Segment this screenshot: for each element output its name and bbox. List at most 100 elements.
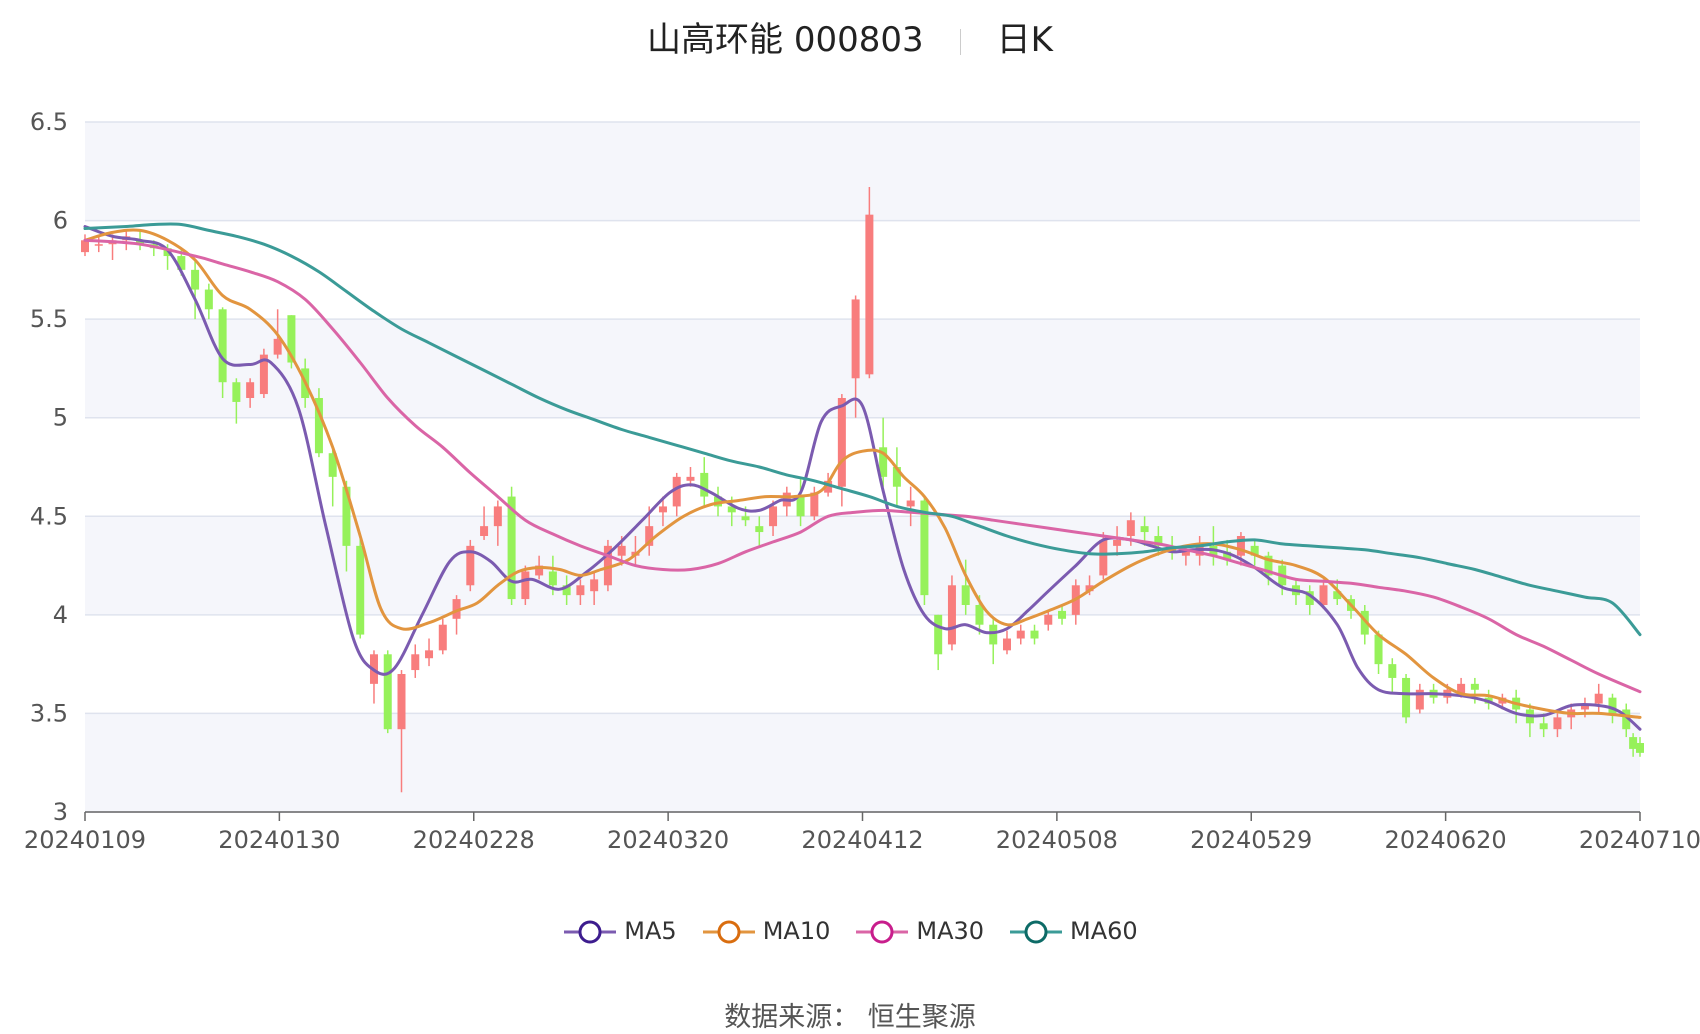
candle-body (672, 476, 681, 507)
candle-body (1030, 630, 1039, 639)
candle-body (796, 496, 805, 517)
candle-body (1580, 703, 1589, 710)
candle-body (824, 480, 833, 493)
candle-body (562, 585, 571, 596)
candle-body (645, 526, 654, 546)
candle-body (920, 500, 929, 596)
candlestick-chart: 3 3.5 4 4.5 5 5.5 6 6.5 20240109 20240130 2024022… (24, 108, 1700, 854)
candle-body (1636, 743, 1644, 753)
legend-marker-icon (856, 920, 909, 944)
candle-body (314, 398, 323, 454)
candle-body (603, 545, 612, 586)
candle-body (342, 486, 351, 546)
candle-body (1594, 693, 1603, 704)
title-separator (959, 28, 961, 55)
candle-body (425, 650, 434, 659)
candle-body (1553, 717, 1562, 730)
candle-body (961, 585, 970, 605)
ma-line-ma5 (83, 225, 1642, 731)
candle-body (1085, 585, 1094, 592)
candle-body (383, 654, 392, 730)
candle-body (1319, 585, 1328, 605)
legend-item-ma60[interactable]: MA60 (1008, 917, 1138, 946)
candle-body (191, 269, 200, 290)
legend-marker-icon (702, 920, 755, 944)
grid-band (85, 516, 1640, 615)
legend-circle (870, 920, 894, 944)
ma-line-ma10 (83, 228, 1642, 719)
candle-body (851, 299, 860, 379)
x-tick-label: 20240228 (413, 826, 535, 854)
candle-body (590, 579, 599, 592)
candle-body (1629, 737, 1638, 749)
candle-body (411, 654, 420, 671)
candle-body (810, 492, 819, 517)
candle-body (1154, 536, 1163, 546)
y-tick-label: 4.5 (30, 502, 68, 530)
x-tick-label: 20240109 (24, 826, 146, 854)
candle-body (686, 476, 695, 481)
candle-body (1470, 683, 1479, 690)
candle-body (287, 315, 296, 363)
candle-body (769, 506, 778, 527)
candle-body (617, 545, 626, 556)
legend-item-ma5[interactable]: MA5 (562, 917, 677, 946)
legend-item-ma10[interactable]: MA10 (701, 917, 831, 946)
y-tick-label: 5 (53, 404, 68, 432)
candle-body (1223, 551, 1232, 560)
x-tick-label: 20240529 (1190, 826, 1312, 854)
legend-marker-icon (1010, 920, 1063, 944)
candle-body (658, 506, 667, 513)
candle-body (1539, 723, 1548, 730)
candle-body (975, 605, 984, 625)
candle-body (259, 354, 268, 395)
ma-line-ma30 (83, 238, 1642, 694)
candle-body (1044, 614, 1053, 625)
candle-body (136, 240, 145, 245)
candle-body (397, 674, 406, 730)
candle-body (837, 398, 846, 487)
ma-line-ma60 (83, 222, 1642, 637)
x-tick-label: 20240710 (1579, 826, 1700, 854)
candle-body (1622, 709, 1631, 730)
candle-body (246, 382, 255, 398)
y-tick-label: 6 (53, 207, 68, 235)
candle-body (934, 614, 943, 655)
legend-label: MA30 (916, 917, 985, 945)
candle-body (1113, 539, 1122, 546)
candle-body (535, 565, 544, 576)
legend-marker-icon (564, 920, 617, 944)
candle-body (493, 506, 502, 527)
ma-lines (83, 222, 1642, 731)
candle-body (1236, 536, 1245, 556)
candle-body (755, 526, 764, 533)
candle-body (1388, 664, 1397, 678)
legend-circle (1024, 920, 1048, 944)
x-tick-label: 20240320 (607, 826, 729, 854)
legend-item-ma30[interactable]: MA30 (854, 917, 984, 946)
candle-body (1360, 610, 1369, 635)
candle-body (1264, 555, 1273, 576)
legend: MA5 MA10 MA30 MA60 (0, 917, 1700, 946)
legend-label: MA10 (762, 917, 831, 945)
candle-body (1002, 638, 1011, 651)
legend-circle (717, 920, 741, 944)
candle-body (700, 472, 709, 497)
grid-bands (85, 122, 1640, 812)
grid-band (85, 713, 1640, 812)
x-tick-label: 20240130 (218, 826, 340, 854)
candle-body (989, 624, 998, 645)
candle-body (1181, 551, 1190, 556)
candle-body (1402, 677, 1411, 718)
candle-body (1457, 683, 1466, 694)
candle-body (328, 453, 337, 477)
candle-body (1140, 526, 1149, 533)
candle-body (865, 214, 874, 375)
candle-body (576, 585, 585, 596)
y-axis: 3 3.5 4 4.5 5 5.5 6 6.5 (30, 108, 68, 826)
x-axis: 20240109 20240130 20240228 20240320 20240412… (24, 811, 1700, 854)
legend-circle (578, 920, 602, 944)
candle-body (906, 500, 915, 507)
grid-band (85, 122, 1640, 221)
x-tick-label: 20240620 (1385, 826, 1507, 854)
